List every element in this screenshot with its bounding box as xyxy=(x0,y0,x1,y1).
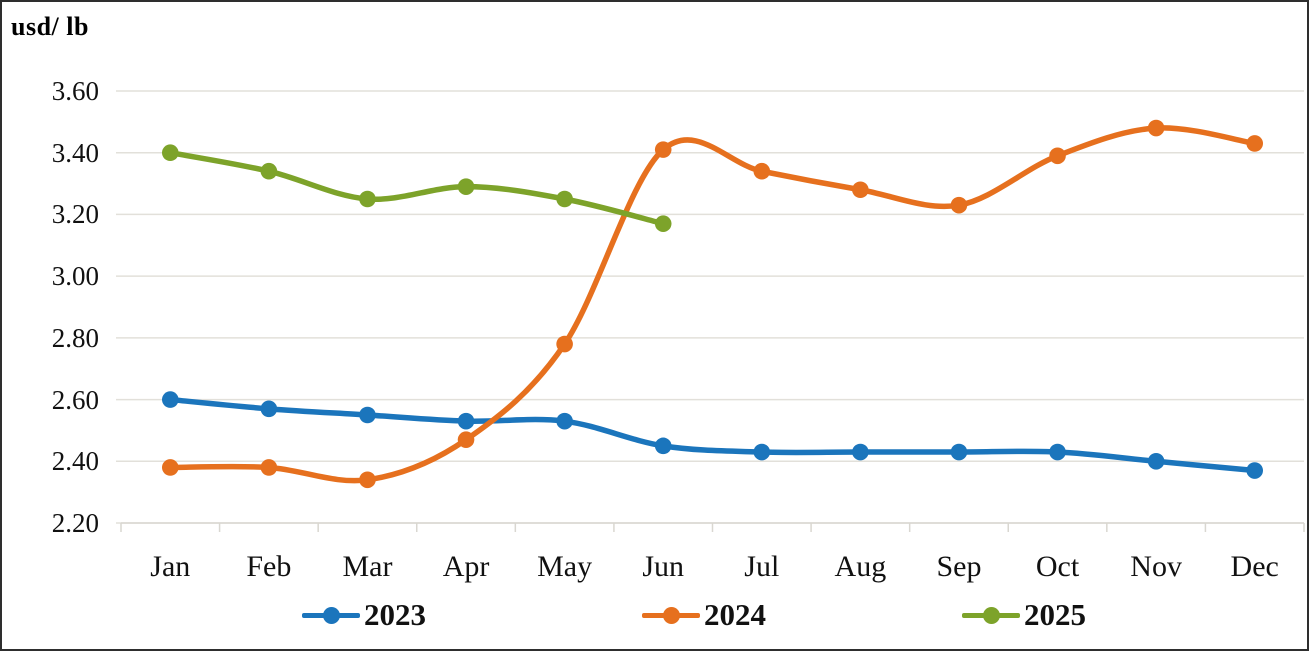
x-axis-label-aug: Aug xyxy=(834,550,887,583)
y-axis-tick-label: 2.40 xyxy=(51,446,99,477)
data-point-2025 xyxy=(260,162,278,180)
data-point-2023 xyxy=(1049,443,1066,461)
y-axis-tick-label: 2.60 xyxy=(51,384,99,415)
x-axis-label-jul: Jul xyxy=(744,550,780,583)
data-point-2025 xyxy=(359,190,376,208)
series-line-2023 xyxy=(167,396,1258,474)
data-point-2025 xyxy=(457,178,475,195)
x-axis-label-mar: Mar xyxy=(342,550,393,583)
legend-dot xyxy=(982,606,1000,624)
data-point-2023 xyxy=(1246,462,1264,479)
legend-marker-icon xyxy=(962,606,1020,624)
data-point-2024 xyxy=(1246,135,1264,152)
legend-item-2024: 2024 xyxy=(642,597,766,633)
x-axis-label-feb: Feb xyxy=(246,550,292,583)
legend-label: 2025 xyxy=(1024,597,1086,632)
data-point-2024 xyxy=(359,471,376,489)
legend-dot xyxy=(662,606,680,624)
x-axis-label-may: May xyxy=(537,550,593,583)
legend-item-2025: 2025 xyxy=(962,597,1086,633)
data-point-2023 xyxy=(1147,452,1165,470)
x-axis-label-dec: Dec xyxy=(1230,550,1279,583)
x-axis-label-apr: Apr xyxy=(442,550,490,583)
x-axis-label-nov: Nov xyxy=(1130,550,1182,583)
legend-dot xyxy=(322,606,340,624)
data-point-2023 xyxy=(359,406,376,424)
data-point-2023 xyxy=(852,443,869,461)
y-axis-unit-label: usd/ lb xyxy=(11,12,89,41)
data-point-2023 xyxy=(556,412,573,430)
data-point-2025 xyxy=(654,215,672,232)
legend-marker-icon xyxy=(642,606,700,624)
y-axis-tick-label: 3.60 xyxy=(51,76,99,106)
data-point-2024 xyxy=(457,431,475,448)
data-point-2023 xyxy=(457,412,475,430)
y-axis-tick-label: 2.80 xyxy=(51,322,99,353)
data-point-2024 xyxy=(753,162,771,180)
y-axis-tick-label: 3.20 xyxy=(51,199,99,230)
x-axis-label-jan: Jan xyxy=(150,550,191,583)
data-point-2025 xyxy=(161,144,179,162)
data-point-2024 xyxy=(654,141,672,158)
data-point-2024 xyxy=(950,196,968,214)
data-point-2023 xyxy=(161,391,179,408)
data-point-2023 xyxy=(950,443,968,461)
legend-marker-icon xyxy=(302,606,360,624)
series-line-2024 xyxy=(167,125,1258,484)
data-point-2024 xyxy=(161,459,179,476)
data-point-2023 xyxy=(753,443,771,461)
legend-label: 2024 xyxy=(704,597,766,632)
data-point-2024 xyxy=(260,459,278,476)
data-point-2024 xyxy=(1049,147,1066,165)
data-point-2024 xyxy=(1147,119,1165,137)
x-axis-label-oct: Oct xyxy=(1035,550,1080,583)
legend-item-2023: 2023 xyxy=(302,597,426,633)
y-axis-tick-label: 2.20 xyxy=(51,508,99,538)
data-point-2024 xyxy=(852,181,869,199)
x-axis-label-sep: Sep xyxy=(936,550,982,583)
y-axis-tick-label: 3.40 xyxy=(51,137,99,168)
series-line-2025 xyxy=(167,149,666,227)
data-point-2025 xyxy=(556,190,573,208)
x-axis-label-jun: Jun xyxy=(642,550,685,583)
legend-label: 2023 xyxy=(364,597,426,632)
data-point-2024 xyxy=(556,335,573,353)
data-point-2023 xyxy=(260,400,278,418)
data-point-2023 xyxy=(654,437,672,455)
y-axis-tick-label: 3.00 xyxy=(51,261,99,292)
